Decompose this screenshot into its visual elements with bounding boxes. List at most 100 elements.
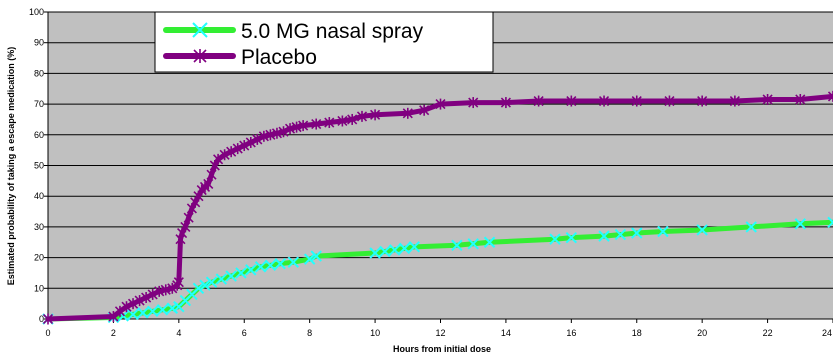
- data-point: [137, 307, 149, 319]
- data-point: [631, 227, 643, 239]
- data-point: [827, 90, 833, 102]
- x-tick-label: 20: [697, 328, 707, 338]
- y-tick-label: 40: [34, 191, 44, 201]
- y-tick-label: 80: [34, 68, 44, 78]
- data-point: [451, 239, 463, 252]
- data-point: [173, 276, 184, 288]
- data-point: [370, 109, 381, 121]
- series-nasal-spray: [42, 216, 833, 325]
- data-point: [566, 95, 577, 107]
- data-point: [379, 245, 391, 258]
- legend-marker-nasal-spray: [192, 22, 208, 38]
- data-point: [108, 311, 119, 323]
- data-point: [745, 221, 757, 233]
- data-point: [226, 146, 237, 158]
- legend-box: [154, 11, 494, 73]
- data-point: [278, 126, 289, 138]
- data-point: [565, 231, 578, 244]
- y-tick-label: 30: [34, 222, 44, 232]
- data-point: [232, 143, 243, 155]
- data-point: [215, 273, 228, 285]
- x-tick-label: 4: [176, 328, 181, 338]
- data-point: [141, 292, 152, 304]
- data-point: [631, 95, 642, 107]
- data-point: [303, 253, 316, 265]
- y-tick-label: 50: [34, 161, 44, 171]
- data-point: [205, 276, 218, 288]
- y-tick-label: 70: [34, 99, 44, 109]
- data-point: [127, 308, 139, 321]
- y-tick-label: 0: [39, 314, 44, 324]
- data-point: [549, 233, 561, 245]
- data-point: [795, 93, 806, 105]
- data-point: [235, 267, 247, 279]
- y-tick-label: 60: [34, 130, 44, 140]
- x-tick-label: 6: [242, 328, 247, 338]
- data-point: [664, 95, 675, 107]
- data-point: [146, 305, 159, 318]
- data-point: [147, 288, 158, 300]
- data-point: [369, 247, 381, 259]
- data-point: [533, 95, 544, 107]
- data-point: [203, 178, 214, 190]
- data-point: [252, 133, 263, 145]
- data-point: [239, 140, 250, 152]
- data-point: [127, 298, 139, 310]
- data-point: [398, 242, 411, 255]
- data-point: [408, 241, 421, 253]
- data-point: [614, 228, 627, 241]
- data-point: [696, 224, 708, 236]
- x-tick-label: 8: [307, 328, 312, 338]
- axes: [44, 11, 833, 323]
- data-point: [389, 244, 401, 256]
- data-point: [245, 264, 257, 276]
- data-point: [225, 270, 237, 282]
- legend: 5.0 MG nasal spray Placebo: [154, 11, 494, 73]
- data-point: [134, 295, 145, 307]
- data-point: [483, 236, 496, 248]
- legend-item-placebo: Placebo: [163, 46, 317, 69]
- data-point: [435, 98, 446, 110]
- data-point: [199, 279, 211, 291]
- data-point: [206, 169, 217, 181]
- legend-item-nasal-spray: 5.0 MG nasal spray: [163, 20, 424, 43]
- data-point: [264, 259, 277, 271]
- data-point: [729, 95, 740, 107]
- data-point: [219, 149, 230, 161]
- data-point: [794, 218, 806, 230]
- y-tick-label: 20: [34, 253, 44, 263]
- y-tick-label: 100: [29, 7, 44, 17]
- x-tick-label: 10: [370, 328, 380, 338]
- y-tick-label: 90: [34, 38, 44, 48]
- data-point: [697, 95, 708, 107]
- y-axis-title: Estimated probability of taking a escape…: [6, 47, 16, 286]
- y-tick-label: 10: [34, 283, 44, 293]
- x-tick-label: 12: [435, 328, 445, 338]
- x-axis-title: Hours from initial dose: [393, 344, 491, 354]
- data-point: [298, 120, 309, 132]
- data-point: [356, 110, 368, 122]
- data-point: [347, 113, 358, 125]
- legend-label-nasal-spray: 5.0 MG nasal spray: [241, 20, 424, 43]
- data-point: [419, 104, 430, 116]
- x-tick-label: 0: [45, 328, 50, 338]
- data-point: [310, 250, 322, 262]
- data-point: [467, 238, 479, 250]
- x-tick-label: 16: [566, 328, 576, 338]
- data-point: [402, 107, 413, 119]
- data-point: [598, 95, 610, 107]
- data-point: [311, 118, 322, 130]
- legend-label-placebo: Placebo: [241, 46, 317, 69]
- data-point: [114, 305, 126, 317]
- data-point: [192, 22, 208, 38]
- data-point: [287, 256, 300, 268]
- data-point: [193, 49, 207, 63]
- x-tick-label: 2: [111, 328, 116, 338]
- legend-marker-placebo: [193, 49, 207, 63]
- data-point: [192, 282, 205, 295]
- data-point: [42, 313, 54, 325]
- data-point: [827, 216, 833, 229]
